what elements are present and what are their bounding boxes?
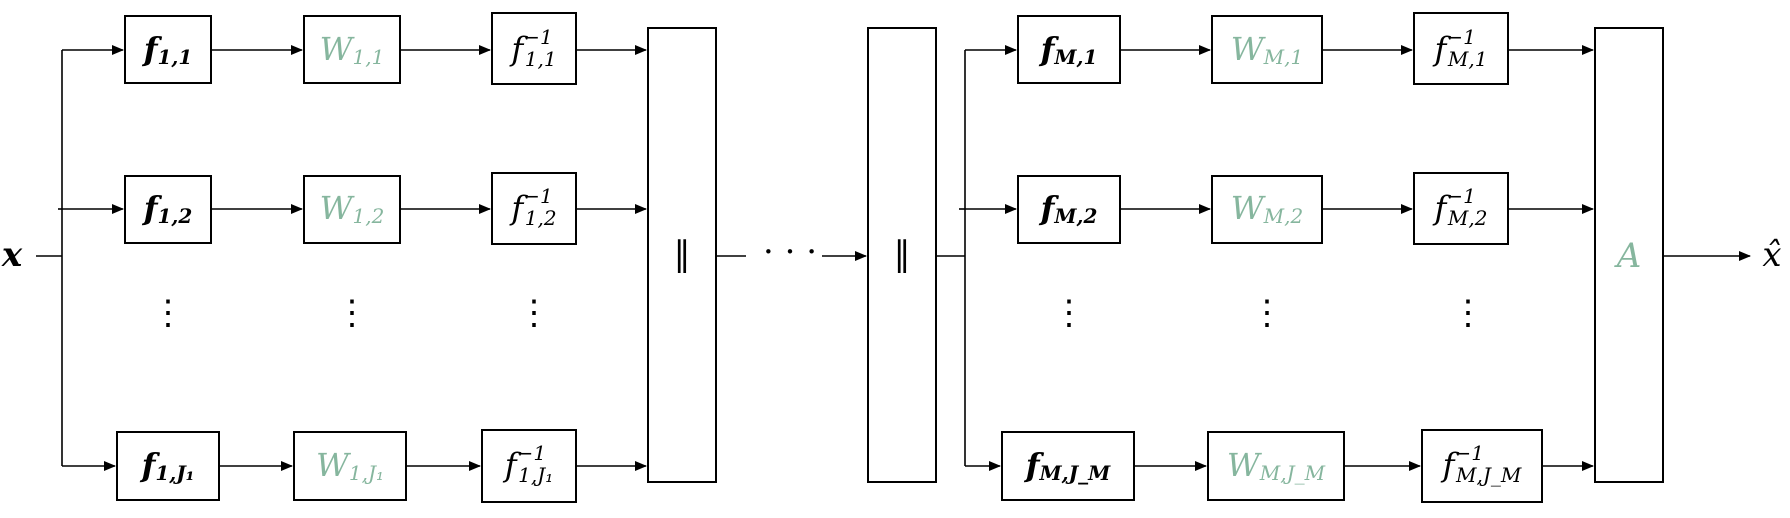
stage1-row1-analysis-label: f1,1 bbox=[142, 30, 193, 69]
stage1-row1-inverse-label: f−1 1,1 bbox=[509, 25, 556, 71]
stage1-row1-analysis-box bbox=[124, 15, 212, 84]
stageM-row2-analysis-label: fM,2 bbox=[1039, 189, 1098, 228]
stage1-concat-symbol: ‖ bbox=[674, 234, 691, 274]
stageM-concat-block bbox=[867, 27, 937, 483]
stage1-vdots-inverse: ⋮ bbox=[517, 293, 551, 333]
stageM-rowJ-analysis-label: fM,J_M bbox=[1024, 446, 1111, 485]
stageM-row2-analysis-box bbox=[1017, 175, 1121, 244]
stage1-rowJ-analysis-box bbox=[116, 431, 220, 501]
stage1-vdots-weight: ⋮ bbox=[335, 293, 369, 333]
stageM-rowJ-analysis-box bbox=[1001, 431, 1135, 501]
stage1-row2-weight-box bbox=[303, 175, 401, 244]
stage1-rowJ-weight-box bbox=[293, 431, 407, 501]
stage1-concat-block bbox=[647, 27, 717, 483]
aggregator-label: A bbox=[1614, 236, 1642, 276]
stageM-rowJ-weight-label: WM,J_M bbox=[1227, 446, 1326, 485]
stageM-row2-inverse-box bbox=[1413, 172, 1509, 245]
stage1-vdots-analysis: ⋮ bbox=[151, 293, 185, 333]
stageM-rowJ-inverse-label: f−1 M,J_M bbox=[1441, 441, 1522, 487]
stageM-row1-analysis-box bbox=[1017, 15, 1121, 84]
stage1-row2-inverse-label: f−1 1,2 bbox=[509, 184, 556, 230]
stageM-row1-weight-label: WM,1 bbox=[1231, 30, 1303, 69]
stageM-vdots-inverse: ⋮ bbox=[1451, 293, 1485, 333]
stage1-rowJ-analysis-label: f1,J₁ bbox=[140, 446, 195, 485]
stageM-row1-inverse-box bbox=[1413, 12, 1509, 85]
stageM-row1-weight-box bbox=[1211, 15, 1323, 84]
stage1-row1-inverse-box bbox=[491, 12, 577, 85]
stageM-row2-weight-label: WM,2 bbox=[1231, 189, 1303, 228]
stage1-row2-weight-label: W1,2 bbox=[320, 189, 385, 228]
input-label: x bbox=[1, 235, 23, 275]
middle-ellipsis: · · · bbox=[763, 232, 817, 272]
stageM-vdots-weight: ⋮ bbox=[1250, 293, 1284, 333]
aggregator-block bbox=[1594, 27, 1664, 483]
stageM-vdots-analysis: ⋮ bbox=[1052, 293, 1086, 333]
stageM-rowJ-inverse-box bbox=[1421, 429, 1543, 503]
stageM-row1-analysis-label: fM,1 bbox=[1039, 30, 1098, 69]
stage1-row2-analysis-label: f1,2 bbox=[142, 189, 193, 228]
output-label: x̂ bbox=[1762, 235, 1781, 275]
stage1-row2-analysis-box bbox=[124, 175, 212, 244]
stage1-rowJ-weight-label: W1,J₁ bbox=[316, 446, 384, 485]
stageM-concat-symbol: ‖ bbox=[894, 234, 911, 274]
stageM-row1-inverse-label: f−1 M,1 bbox=[1433, 25, 1488, 71]
stageM-rowJ-weight-box bbox=[1207, 431, 1345, 501]
stage1-row1-weight-label: W1,1 bbox=[320, 30, 385, 69]
stage1-rowJ-inverse-label: f−1 1,J₁ bbox=[503, 441, 553, 487]
stage1-row2-inverse-box bbox=[491, 172, 577, 245]
